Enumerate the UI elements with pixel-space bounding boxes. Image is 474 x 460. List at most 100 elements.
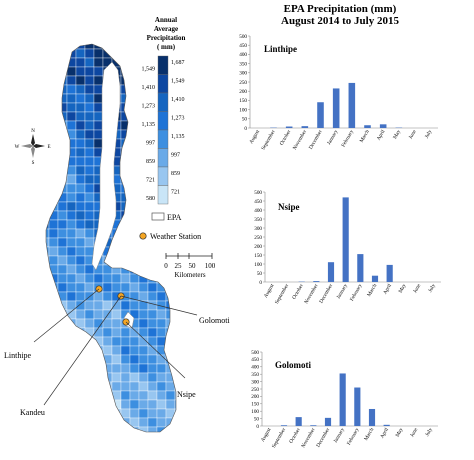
map-cell	[85, 157, 94, 166]
map-cell	[76, 391, 85, 400]
y-tick-label: 500	[254, 190, 262, 196]
map-cell	[85, 427, 94, 436]
map-cell	[94, 310, 103, 319]
map-cell	[67, 400, 76, 409]
map-cell	[49, 418, 58, 427]
map-cell	[112, 247, 121, 256]
map-cell	[130, 373, 139, 382]
map-cell	[121, 157, 130, 166]
map-cell	[166, 337, 175, 346]
map-cell	[67, 364, 76, 373]
map-cell	[58, 346, 67, 355]
chart-title: Linthipe	[264, 44, 297, 54]
legend-class-high: 859	[171, 171, 180, 177]
map-cell	[76, 409, 85, 418]
map-cell	[139, 211, 148, 220]
map-cell	[58, 418, 67, 427]
map-cell	[94, 409, 103, 418]
map-cell	[76, 202, 85, 211]
map-cell	[148, 148, 157, 157]
scale-bar: 0 25 50 100 Kilometers	[164, 253, 216, 279]
map-cell	[139, 391, 148, 400]
map-cell	[94, 418, 103, 427]
map-cell	[67, 409, 76, 418]
bar-february	[349, 83, 356, 128]
map-cell	[94, 94, 103, 103]
map-cell	[130, 40, 139, 49]
map-cell	[85, 94, 94, 103]
map-cell	[40, 436, 49, 445]
map-cell	[166, 346, 175, 355]
map-cell	[85, 274, 94, 283]
legend-class-high: 721	[171, 190, 180, 196]
map-cell	[67, 283, 76, 292]
map-cell	[148, 256, 157, 265]
legend-class-low: 1,410	[142, 85, 156, 91]
map-cell	[130, 193, 139, 202]
map-cell	[76, 58, 85, 67]
map-cell	[148, 247, 157, 256]
map-cell	[67, 382, 76, 391]
bar-november	[310, 425, 316, 426]
legend-class-low: 721	[146, 178, 155, 184]
y-tick-label: 0	[256, 424, 259, 430]
map-cell	[85, 346, 94, 355]
map-cell	[40, 337, 49, 346]
map-cell	[49, 346, 58, 355]
map-cell	[40, 49, 49, 58]
map-cell	[67, 328, 76, 337]
map-cell	[139, 184, 148, 193]
bar-february	[357, 254, 363, 282]
map-cell	[76, 211, 85, 220]
map-cell	[121, 76, 130, 85]
map-cell	[67, 229, 76, 238]
map-cell	[148, 328, 157, 337]
map-cell	[130, 256, 139, 265]
map-cell	[67, 220, 76, 229]
map-cell	[76, 229, 85, 238]
map-cell	[121, 346, 130, 355]
map-cell	[157, 382, 166, 391]
map-cell	[85, 238, 94, 247]
bar-april	[384, 425, 390, 426]
map-cell	[130, 166, 139, 175]
map-cell	[49, 427, 58, 436]
map-cell	[67, 121, 76, 130]
map-cell	[112, 49, 121, 58]
map-cell	[58, 49, 67, 58]
x-tick-label: November	[292, 129, 308, 151]
map-cell	[49, 193, 58, 202]
map-cell	[130, 130, 139, 139]
map-cell	[49, 436, 58, 445]
legend-class-swatch	[158, 130, 168, 149]
map-cell	[130, 364, 139, 373]
map-cell	[67, 292, 76, 301]
map-cell	[85, 211, 94, 220]
map-cell	[76, 292, 85, 301]
map-cell	[40, 283, 49, 292]
map-cell	[85, 49, 94, 58]
map-cell	[112, 265, 121, 274]
map-cell	[148, 337, 157, 346]
map-cell	[58, 364, 67, 373]
map-cell	[40, 229, 49, 238]
map-cell	[148, 112, 157, 121]
map-cell	[40, 85, 49, 94]
map-cell	[49, 247, 58, 256]
x-tick-label: October	[279, 129, 293, 147]
map-cell	[130, 121, 139, 130]
map-cell	[85, 247, 94, 256]
map-cell	[103, 292, 112, 301]
map-cell	[130, 202, 139, 211]
y-tick-label: 250	[251, 387, 259, 393]
map-cell	[58, 409, 67, 418]
map-cell	[130, 229, 139, 238]
map-cell	[139, 283, 148, 292]
map-cell	[67, 139, 76, 148]
map-cell	[157, 220, 166, 229]
y-tick-label: 100	[239, 107, 247, 113]
map-cell	[157, 247, 166, 256]
map-cell	[67, 274, 76, 283]
map-cell	[148, 391, 157, 400]
